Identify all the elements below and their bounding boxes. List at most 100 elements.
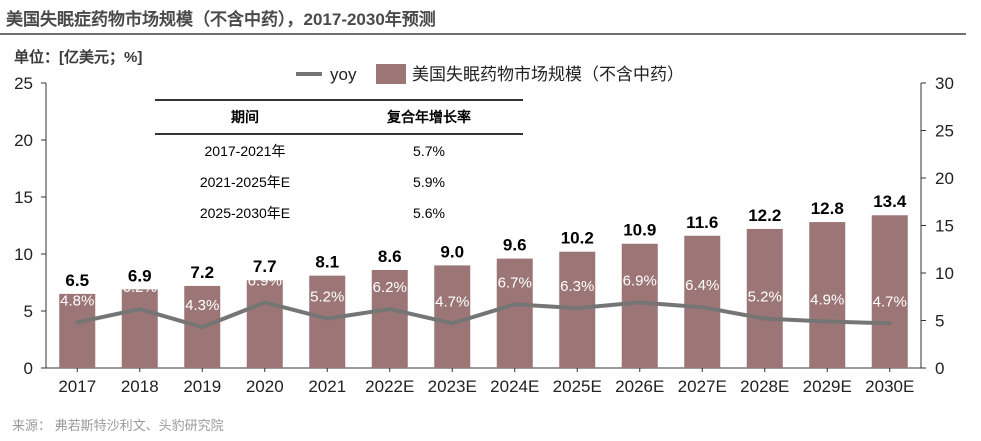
y-right-tick-label: 10 (935, 264, 954, 283)
y-left-tick-label: 15 (14, 188, 33, 207)
cagr-period: 2017-2021年 (204, 142, 286, 159)
bar (684, 235, 721, 368)
bar-value-label: 13.4 (873, 192, 907, 211)
y-right-tick-label: 5 (935, 312, 944, 331)
x-tick-label: 2030E (865, 377, 914, 396)
bar-value-label: 9.0 (440, 242, 464, 261)
bar (871, 215, 908, 368)
x-tick-label: 2023E (428, 377, 477, 396)
y-right-tick-label: 20 (935, 169, 954, 188)
yoy-label: 4.8% (60, 292, 94, 309)
bar (59, 293, 96, 368)
cagr-rate: 5.9% (413, 173, 445, 190)
x-tick-label: 2022E (365, 377, 414, 396)
yoy-label: 6.2% (373, 279, 407, 296)
yoy-label: 6.4% (685, 277, 719, 294)
yoy-line (76, 300, 890, 330)
bar-value-label: 7.2 (190, 263, 214, 282)
x-tick-label: 2027E (678, 377, 727, 396)
bar-value-label: 12.2 (748, 206, 781, 225)
cagr-table: 期间 复合年增长率 2017-2021年 5.7% 2021-2025年E 5.… (155, 99, 523, 228)
legend-label-yoy: yoy (330, 65, 357, 84)
yoy-label: 5.2% (310, 289, 344, 306)
bar-value-label: 9.6 (503, 236, 527, 255)
bar (809, 222, 846, 368)
yoy-point (700, 305, 705, 310)
x-tick-label: 2017 (58, 377, 96, 396)
bar (621, 243, 658, 368)
yoy-point (262, 300, 267, 305)
y-right-tick-label: 25 (935, 122, 954, 141)
bar (434, 265, 471, 368)
bar-value-label: 8.6 (378, 247, 402, 266)
cagr-period: 2025-2030年E (199, 204, 291, 221)
yoy-point (512, 302, 517, 307)
yoy-label: 4.7% (435, 293, 469, 310)
bar (246, 280, 283, 368)
x-tick-label: 2018 (121, 377, 159, 396)
source-note: 来源： 弗若斯特沙利文、头豹研究院 (12, 418, 224, 433)
yoy-label: 6.7% (498, 274, 532, 291)
bar-value-label: 7.7 (253, 257, 277, 276)
cagr-rate: 5.6% (413, 204, 445, 221)
yoy-point (387, 307, 392, 312)
yoy-point (137, 307, 142, 312)
bar-value-label: 12.8 (811, 199, 844, 218)
cagr-header-rate: 复合年增长率 (335, 99, 523, 135)
bar (496, 258, 533, 368)
legend-label-market: 美国失眠药物市场规模（不含中药） (412, 65, 684, 84)
bar (121, 289, 158, 368)
cagr-period: 2021-2025年E (199, 173, 291, 190)
yoy-point (887, 321, 892, 326)
bar (371, 269, 408, 368)
x-tick-label: 2021 (308, 377, 346, 396)
chart-title: 美国失眠症药物市场规模（不含中药），2017-2030年预测 (6, 10, 436, 29)
y-right-tick-label: 0 (935, 359, 944, 378)
yoy-label: 6.2% (123, 279, 157, 296)
yoy-label: 6.9% (248, 272, 282, 289)
x-tick-label: 2020 (246, 377, 284, 396)
bar-value-label: 10.2 (561, 229, 594, 248)
yoy-point (637, 300, 642, 305)
cagr-row: 2021-2025年E 5.9% (155, 166, 523, 197)
yoy-point (75, 320, 80, 325)
x-tick-label: 2028E (740, 377, 789, 396)
yoy-point (450, 321, 455, 326)
x-tick-label: 2019 (183, 377, 221, 396)
x-tick-label: 2029E (803, 377, 852, 396)
yoy-label: 6.3% (560, 278, 594, 295)
title-divider (0, 33, 966, 35)
bar-value-label: 8.1 (315, 253, 339, 272)
bar-value-label: 6.9 (128, 266, 152, 285)
yoy-label: 4.9% (810, 291, 844, 308)
x-tick-label: 2026E (615, 377, 664, 396)
yoy-label: 4.7% (873, 293, 907, 310)
x-tick-label: 2024E (490, 377, 539, 396)
yoy-point (325, 316, 330, 321)
bar-value-label: 10.9 (623, 221, 656, 240)
yoy-point (825, 319, 830, 324)
bar-value-label: 11.6 (686, 213, 718, 232)
cagr-rate: 5.7% (413, 142, 445, 159)
y-left-tick-label: 0 (24, 359, 33, 378)
unit-label: 单位：[亿美元；%] (14, 49, 143, 66)
y-right-tick-label: 15 (935, 217, 954, 236)
yoy-point (575, 306, 580, 311)
cagr-table-header: 期间 复合年增长率 (155, 99, 523, 135)
cagr-row: 2025-2030年E 5.6% (155, 197, 523, 228)
yoy-label: 5.2% (748, 289, 782, 306)
legend-bar-swatch (376, 64, 406, 84)
x-tick-label: 2025E (553, 377, 602, 396)
yoy-label: 4.3% (185, 297, 219, 314)
yoy-point (762, 316, 767, 321)
y-left-tick-label: 25 (14, 74, 33, 93)
bar-value-label: 6.5 (65, 271, 89, 290)
yoy-point (200, 325, 205, 330)
y-left-tick-label: 20 (14, 131, 33, 150)
y-left-tick-label: 10 (14, 245, 33, 264)
yoy-label: 6.9% (623, 272, 657, 289)
cagr-header-period: 期间 (155, 99, 335, 135)
y-right-tick-label: 30 (935, 74, 954, 93)
bar (309, 275, 346, 368)
